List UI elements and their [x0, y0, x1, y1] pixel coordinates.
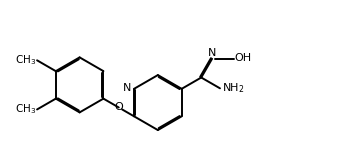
Text: N: N	[123, 83, 131, 93]
Text: N: N	[208, 48, 216, 58]
Text: NH$_2$: NH$_2$	[222, 81, 244, 95]
Text: OH: OH	[235, 53, 252, 63]
Text: CH$_3$: CH$_3$	[15, 103, 36, 116]
Text: O: O	[114, 103, 123, 112]
Text: CH$_3$: CH$_3$	[15, 53, 36, 67]
